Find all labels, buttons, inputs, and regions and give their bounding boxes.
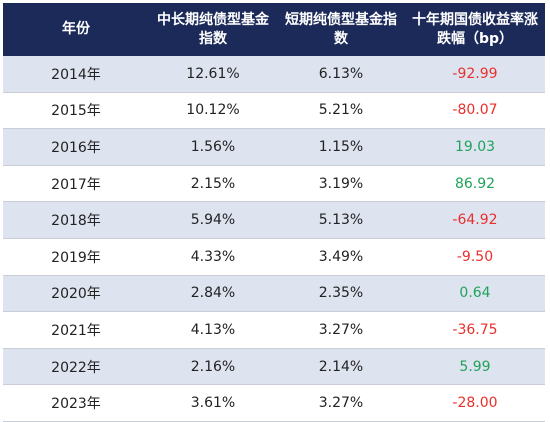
- cell-short-index: 3.27%: [277, 311, 405, 349]
- cell-yield-change-bp: 0.64: [405, 275, 545, 313]
- cell-mid-long-index: 10.12%: [149, 92, 277, 130]
- cell-short-index: 6.13%: [277, 56, 405, 93]
- cell-mid-long-index: 5.94%: [149, 201, 277, 239]
- table-body: 2014年 12.61% 6.13% -92.99 2015年 10.12% 5.21% -8…: [3, 56, 545, 422]
- cell-year: 2015年: [3, 92, 149, 130]
- cell-mid-long-index: 4.13%: [149, 311, 277, 349]
- cell-mid-long-index: 2.15%: [149, 165, 277, 203]
- table-header-row: 年份 中长期纯债型基金指数 短期纯债型基金指数 十年期国债收益率涨跌幅（bp）: [3, 3, 545, 56]
- data-table-container: 年份 中长期纯债型基金指数 短期纯债型基金指数 十年期国债收益率涨跌幅（bp） …: [3, 3, 545, 422]
- cell-yield-change-bp: -64.92: [405, 201, 545, 239]
- cell-short-index: 3.49%: [277, 238, 405, 276]
- table-row: 2018年 5.94% 5.13% -64.92: [3, 201, 545, 239]
- cell-short-index: 2.35%: [277, 275, 405, 313]
- cell-mid-long-index: 2.84%: [149, 275, 277, 313]
- cell-mid-long-index: 2.16%: [149, 348, 277, 386]
- table-row: 2019年 4.33% 3.49% -9.50: [3, 238, 545, 276]
- header-year: 年份: [3, 3, 149, 56]
- cell-year: 2017年: [3, 165, 149, 203]
- header-short-index: 短期纯债型基金指数: [277, 3, 405, 56]
- bond-fund-table: 年份 中长期纯债型基金指数 短期纯债型基金指数 十年期国债收益率涨跌幅（bp） …: [3, 3, 545, 422]
- cell-year: 2020年: [3, 275, 149, 313]
- table-row: 2021年 4.13% 3.27% -36.75: [3, 311, 545, 349]
- cell-year: 2014年: [3, 56, 149, 93]
- cell-year: 2021年: [3, 311, 149, 349]
- header-treasury-yield-change: 十年期国债收益率涨跌幅（bp）: [405, 3, 545, 56]
- table-row: 2014年 12.61% 6.13% -92.99: [3, 56, 545, 93]
- cell-yield-change-bp: -9.50: [405, 238, 545, 276]
- table-row: 2022年 2.16% 2.14% 5.99: [3, 348, 545, 386]
- table-row: 2020年 2.84% 2.35% 0.64: [3, 275, 545, 313]
- cell-yield-change-bp: -36.75: [405, 311, 545, 349]
- cell-yield-change-bp: 5.99: [405, 348, 545, 386]
- header-mid-long-index: 中长期纯债型基金指数: [149, 3, 277, 56]
- cell-mid-long-index: 12.61%: [149, 56, 277, 93]
- cell-mid-long-index: 1.56%: [149, 128, 277, 166]
- cell-yield-change-bp: 86.92: [405, 165, 545, 203]
- cell-short-index: 5.21%: [277, 92, 405, 130]
- cell-short-index: 2.14%: [277, 348, 405, 386]
- cell-year: 2019年: [3, 238, 149, 276]
- cell-short-index: 1.15%: [277, 128, 405, 166]
- cell-short-index: 3.19%: [277, 165, 405, 203]
- cell-short-index: 5.13%: [277, 201, 405, 239]
- cell-yield-change-bp: -80.07: [405, 92, 545, 130]
- cell-yield-change-bp: -92.99: [405, 56, 545, 93]
- cell-mid-long-index: 4.33%: [149, 238, 277, 276]
- table-row: 2016年 1.56% 1.15% 19.03: [3, 128, 545, 166]
- table-row: 2017年 2.15% 3.19% 86.92: [3, 165, 545, 203]
- cell-year: 2016年: [3, 128, 149, 166]
- cell-year: 2018年: [3, 201, 149, 239]
- table-row: 2015年 10.12% 5.21% -80.07: [3, 92, 545, 130]
- cell-year: 2022年: [3, 348, 149, 386]
- cell-yield-change-bp: 19.03: [405, 128, 545, 166]
